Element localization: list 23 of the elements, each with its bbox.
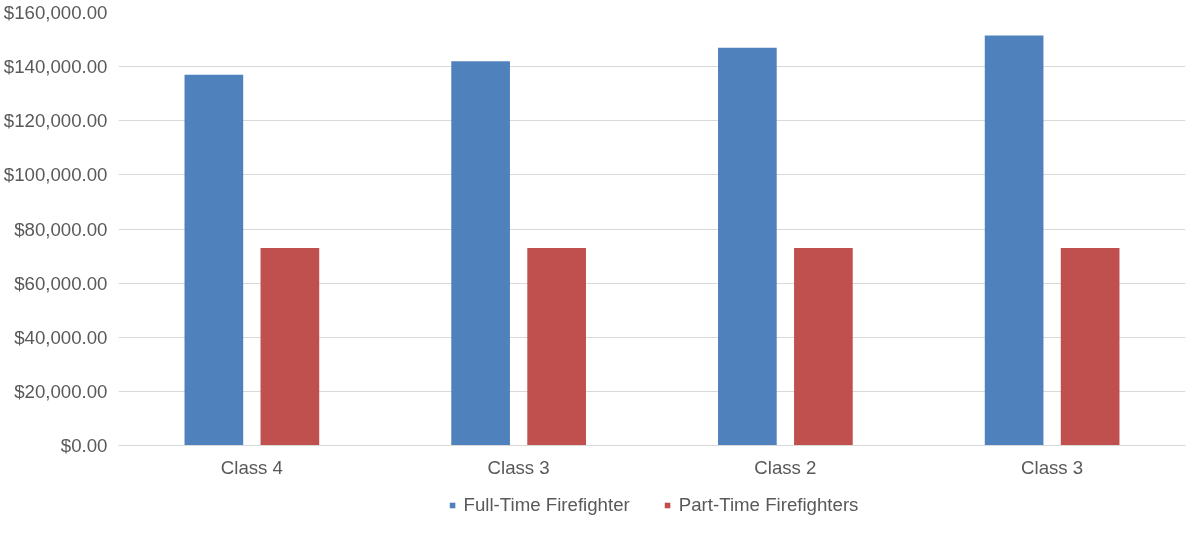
bar <box>984 35 1044 446</box>
y-tick-label: $60,000.00 <box>14 272 108 294</box>
legend-label: Full-Time Firefighter <box>463 494 630 516</box>
bar <box>1060 247 1120 446</box>
y-tick-label: $140,000.00 <box>3 56 108 78</box>
bar <box>260 247 320 446</box>
y-tick-label: $0.00 <box>60 435 108 456</box>
y-tick-label: $100,000.00 <box>3 164 108 186</box>
bar <box>184 74 244 446</box>
x-tick-label: Class 2 <box>754 456 817 478</box>
bar <box>527 247 586 446</box>
x-tick-label: Class 3 <box>1021 456 1084 478</box>
x-tick-label: Class 3 <box>487 456 550 478</box>
x-tick-label: Class 4 <box>220 456 283 478</box>
y-tick-label: $160,000.00 <box>3 2 108 23</box>
y-tick-label: $20,000.00 <box>14 380 108 402</box>
y-tick-label: $40,000.00 <box>14 326 108 348</box>
bar <box>718 47 777 446</box>
y-tick-label: $120,000.00 <box>3 110 108 132</box>
y-tick-label: $80,000.00 <box>14 218 108 240</box>
legend-label: Part-Time Firefighters <box>678 494 859 516</box>
bar <box>451 61 510 446</box>
bar <box>794 247 853 446</box>
